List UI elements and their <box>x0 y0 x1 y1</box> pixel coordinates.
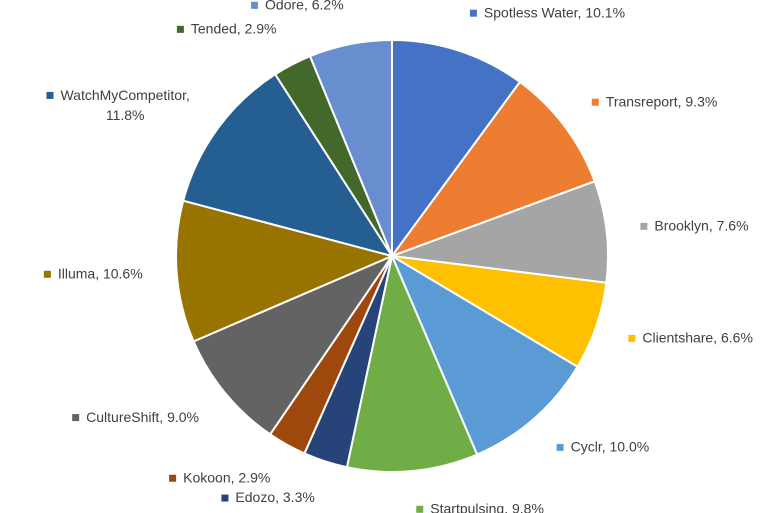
data-label: Startpulsing, 9.8% <box>430 500 544 513</box>
legend-key <box>251 1 259 9</box>
legend-key <box>169 474 177 482</box>
data-label: Spotless Water, 10.1% <box>484 4 625 20</box>
legend-key <box>628 334 636 342</box>
data-label: Tended, 2.9% <box>191 21 277 37</box>
pie-slice <box>192 253 395 436</box>
legend-key <box>46 91 54 99</box>
pie-slice <box>175 199 396 343</box>
pie-slice <box>391 180 609 284</box>
data-label: Odore, 6.2% <box>265 0 344 13</box>
data-label: Clientshare, 6.6% <box>642 330 753 346</box>
legend-key <box>72 414 80 422</box>
pie-slice <box>308 38 393 257</box>
label-line: 11.8% <box>106 107 145 123</box>
legend-key <box>221 494 229 502</box>
legend-key <box>43 270 51 278</box>
data-label: Illuma, 10.6% <box>58 265 143 281</box>
legend-key <box>469 9 477 17</box>
data-label: Cyclr, 10.0% <box>571 439 650 455</box>
pie-slice <box>345 252 479 473</box>
pie-slice <box>389 253 579 456</box>
pie-slice <box>181 72 395 258</box>
legend-key <box>416 505 424 513</box>
data-label: Brooklyn, 7.6% <box>654 218 748 234</box>
pie-slice <box>389 80 596 259</box>
legend-key <box>591 98 599 106</box>
label-line: WatchMyCompetitor, <box>60 87 189 103</box>
data-label: Kokoon, 2.9% <box>183 469 270 485</box>
pie-slice <box>391 38 522 260</box>
legend-key <box>640 222 648 230</box>
legend-key <box>176 25 184 33</box>
legend-key <box>556 443 564 451</box>
data-label: Transreport, 9.3% <box>606 93 718 109</box>
data-label: WatchMyCompetitor, 11.8% <box>60 87 189 123</box>
data-label: CultureShift, 9.0% <box>86 409 199 425</box>
data-label: Edozo, 3.3% <box>235 489 314 505</box>
